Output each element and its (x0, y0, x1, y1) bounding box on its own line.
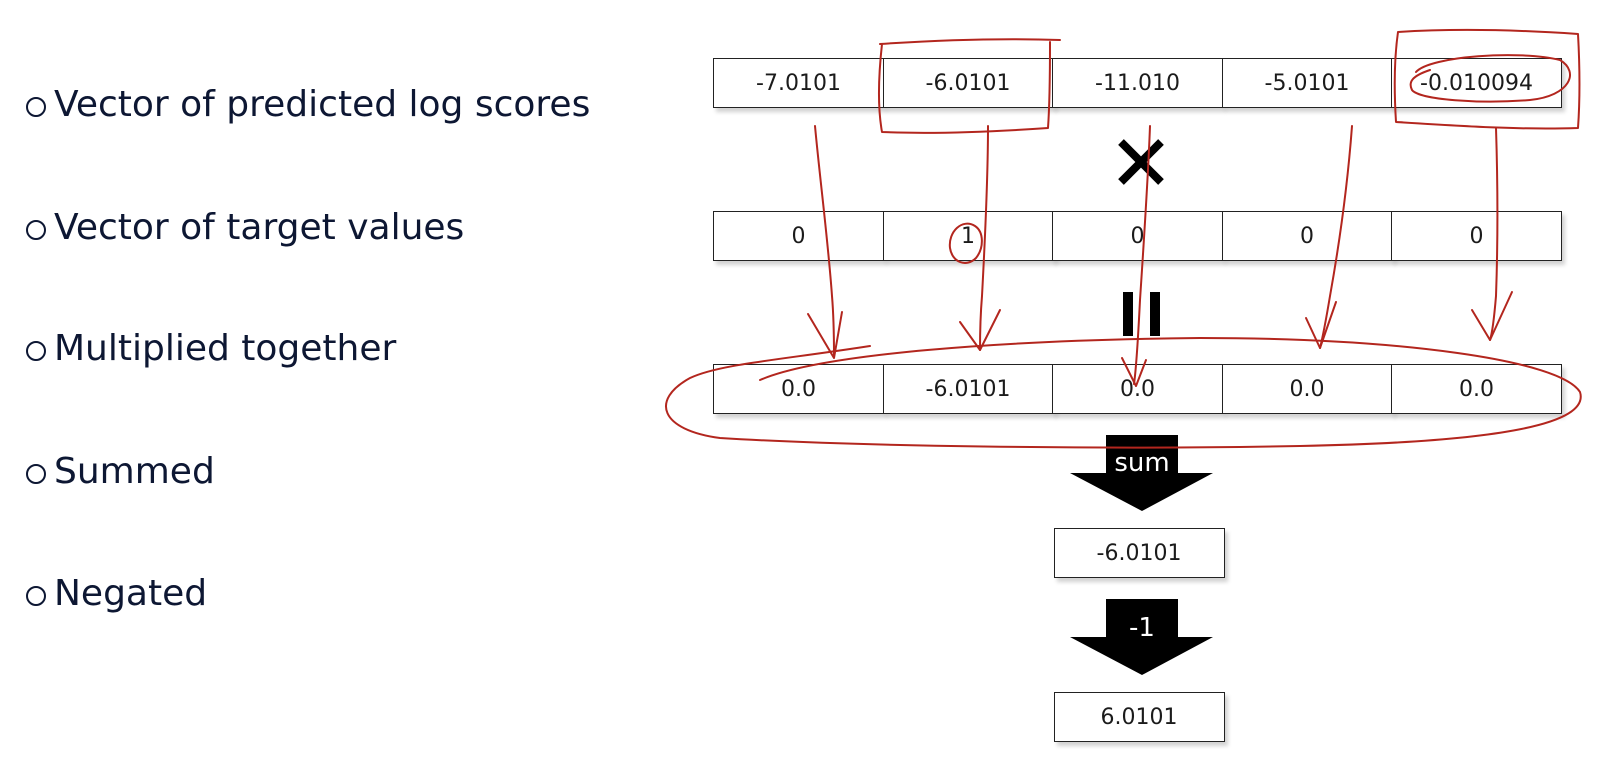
predicted-score-cell: -5.0101 (1221, 58, 1393, 108)
negated-result-box: 6.0101 (1053, 692, 1225, 742)
bullet-predicted-log-scores: Vector of predicted log scores (26, 84, 590, 125)
bullet-target-values: Vector of target values (26, 207, 464, 248)
target-value-cell: 0 (713, 211, 884, 261)
bullet-label: Vector of target values (54, 207, 465, 248)
bullet-label: Negated (54, 573, 208, 614)
annotation-strokes (665, 28, 1582, 449)
negate-arrow-icon (1070, 599, 1213, 675)
bullet-label: Multiplied together (54, 328, 397, 369)
product-cell: 0.0 (713, 364, 884, 414)
sum-result-box: -6.0101 (1053, 528, 1225, 578)
bullet-negated: Negated (26, 573, 207, 614)
target-values-row: 0 1 0 0 0 (713, 211, 1562, 261)
products-row: 0.0 -6.0101 0.0 0.0 0.0 (713, 364, 1562, 414)
target-value-cell: 0 (1391, 211, 1562, 261)
bullet-circle-icon (26, 586, 46, 606)
bullet-multiplied-together: Multiplied together (26, 328, 396, 369)
bullet-label: Summed (54, 451, 215, 492)
bullet-circle-icon (26, 220, 46, 240)
product-cell: 0.0 (1391, 364, 1562, 414)
product-cell: -6.0101 (882, 364, 1054, 414)
equals-icon (1123, 292, 1160, 336)
predicted-score-cell: -7.0101 (713, 58, 884, 108)
predicted-score-cell: -6.0101 (882, 58, 1054, 108)
bullet-summed: Summed (26, 451, 215, 492)
bullet-label: Vector of predicted log scores (54, 84, 591, 125)
times-icon (1118, 139, 1164, 185)
bullet-circle-icon (26, 97, 46, 117)
predicted-scores-row: -7.0101 -6.0101 -11.010 -5.0101 -0.01009… (713, 58, 1562, 108)
bullet-circle-icon (26, 341, 46, 361)
target-value-cell: 0 (1052, 211, 1223, 261)
product-cell: 0.0 (1221, 364, 1393, 414)
negate-label: -1 (1129, 613, 1155, 643)
sum-label: sum (1114, 448, 1170, 478)
sum-arrow-icon (1070, 435, 1213, 511)
product-cell: 0.0 (1052, 364, 1223, 414)
target-value-cell: 1 (882, 211, 1054, 261)
predicted-score-cell: -11.010 (1052, 58, 1223, 108)
target-value-cell: 0 (1221, 211, 1393, 261)
bullet-circle-icon (26, 464, 46, 484)
